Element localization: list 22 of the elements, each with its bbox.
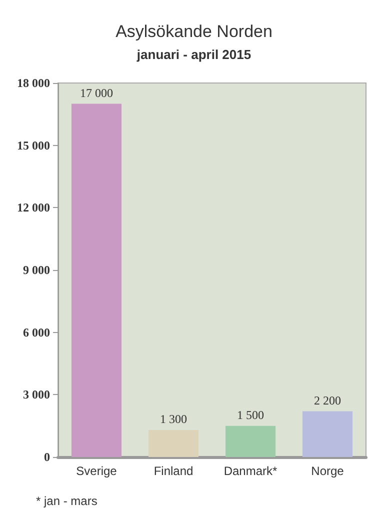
y-tick-label: 9 000 [23,263,50,277]
data-label: 1 300 [160,412,187,426]
bar [71,104,122,457]
bar [225,426,276,457]
bar [148,430,199,457]
y-tick-label: 18 000 [17,76,50,90]
y-tick-label: 6 000 [23,325,50,340]
data-label: 2 200 [314,393,341,408]
y-tick-label: 12 000 [17,200,50,215]
chart-title: Asylsökande Norden [116,22,272,41]
data-label: 1 500 [237,408,264,422]
chart-subtitle: januari - april 2015 [136,47,252,62]
y-tick-label: 15 000 [17,138,50,152]
x-tick-label: Finland [154,464,194,478]
bar [302,411,353,457]
x-tick-label: Norge [311,464,344,478]
y-tick-label: 3 000 [23,388,50,402]
data-label: 17 000 [80,86,113,100]
y-tick-label: 0 [44,450,50,464]
x-tick-label: Danmark* [224,464,278,478]
x-tick-label: Sverige [76,464,118,478]
text: * jan - mars [36,494,98,508]
